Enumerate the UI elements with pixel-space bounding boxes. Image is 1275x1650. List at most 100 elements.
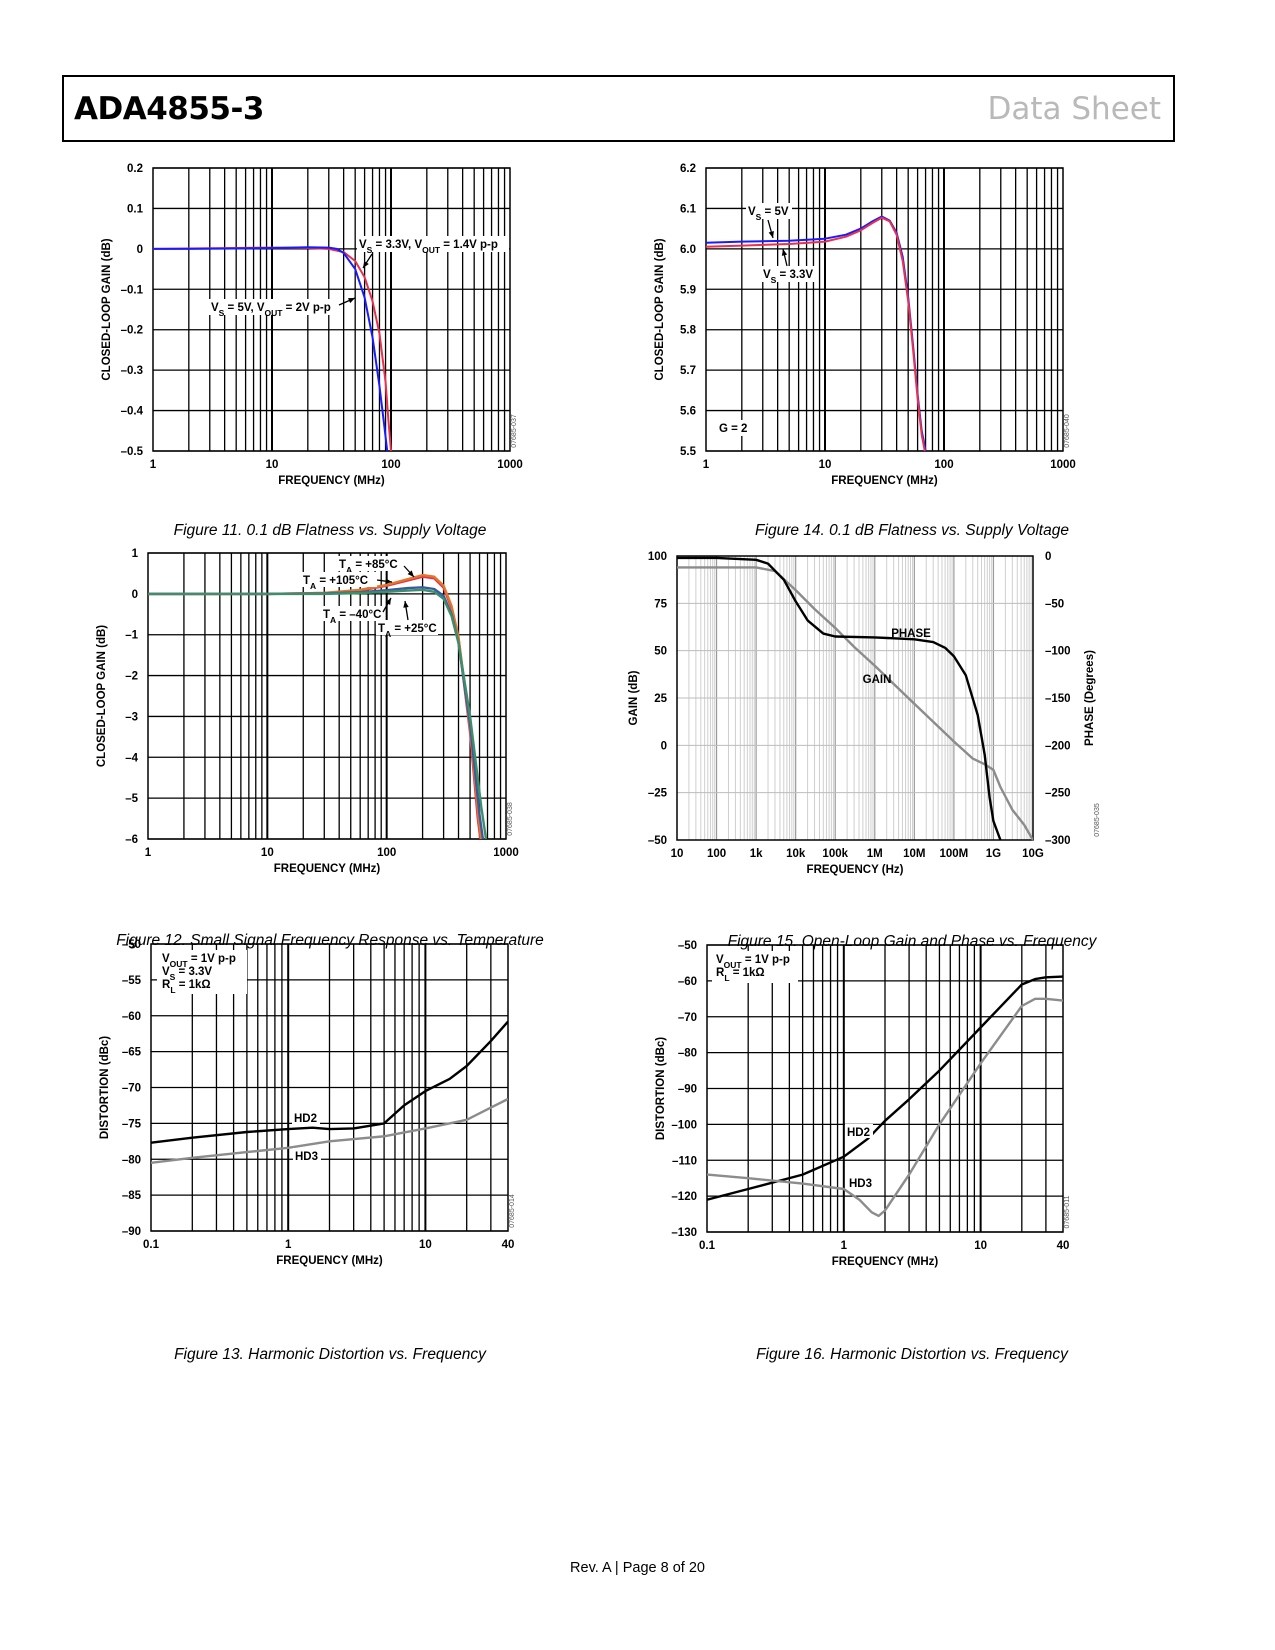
y-tick-label: –50	[648, 835, 667, 847]
x-tick-label: 1	[285, 1239, 292, 1251]
x-tick-label: 100	[707, 848, 726, 860]
x-tick-label: 1000	[497, 459, 523, 471]
chart-fig16: 0.1 1 10 40 –50 –60 –70 –80 –90 –100 –110 –120 –130 F…	[655, 940, 1071, 1268]
horizontal-gridlines	[151, 943, 508, 1232]
x-tick-label: 10M	[903, 848, 925, 860]
y-tick-label: –100	[671, 1119, 697, 1131]
annotation-bg	[847, 1175, 875, 1189]
series-line-vs-3-3v	[706, 216, 926, 452]
x-tick-label: 10	[671, 848, 684, 860]
y-tick-label: –1	[125, 630, 138, 642]
y-tick-label: –0.2	[121, 325, 143, 337]
x-axis-title: FREQUENCY (MHz)	[274, 863, 381, 875]
series-line-vs-5v	[706, 215, 927, 452]
annotation-bg	[292, 1110, 320, 1124]
y-tick-label: –80	[678, 1048, 697, 1060]
x-tick-label: 100k	[822, 848, 848, 860]
annotation-vout: VOUT = 1V p-p	[162, 953, 236, 969]
annotation-arrowhead	[781, 249, 788, 256]
annotation-hd2: HD2	[294, 1113, 317, 1125]
caption-fig11: Figure 11. 0.1 dB Flatness vs. Supply Vo…	[173, 522, 487, 539]
annotation-vs5: VS = 5V	[748, 206, 789, 222]
y-tick-label: –6	[125, 834, 138, 846]
annotation-ta-40: TA = –40°C	[323, 609, 381, 625]
chart-fig11: 1 10 100 1000 0.2 0.1 0 –0.1 –0.2 –0.3 –0.4 –0.5 FRE…	[101, 163, 523, 487]
plot-frame	[705, 167, 1064, 452]
x-axis-title: FREQUENCY (MHz)	[276, 1255, 383, 1267]
y2-axis-title: PHASE (Degrees)	[1084, 650, 1096, 746]
y-axis-title: DISTORTION (dBc)	[655, 1037, 667, 1140]
plot-frame	[147, 552, 507, 840]
y2-tick-label: –200	[1045, 740, 1071, 752]
annotation-vs33: VS = 3.3V	[763, 269, 813, 285]
y-tick-label: 6.0	[680, 244, 696, 256]
annotation-bg	[845, 1124, 873, 1138]
y-tick-label: –85	[122, 1190, 142, 1202]
annotation-ta25: TA = +25°C	[378, 623, 437, 639]
y2-tick-label: 0	[1045, 551, 1051, 563]
series-line-hd3	[707, 997, 1063, 1218]
annotation-rl: RL = 1kΩ	[162, 979, 211, 995]
x-tick-label: 100M	[939, 848, 968, 860]
annotation-bg	[357, 236, 509, 252]
y-tick-label: –4	[125, 752, 138, 764]
annotation-arrowhead	[385, 578, 392, 584]
annotation-arrowhead	[348, 298, 355, 304]
annotation-arrowhead	[403, 601, 409, 608]
x-tick-label: 0.1	[699, 1240, 716, 1252]
y-tick-label: 5.8	[680, 325, 697, 337]
x-tick-label: 1	[703, 459, 710, 471]
y-tick-label: –60	[678, 976, 697, 988]
y-tick-label: –25	[648, 788, 668, 800]
x-tick-label: 10	[819, 459, 832, 471]
x-tick-label: 10	[266, 459, 279, 471]
y-tick-label: 25	[654, 693, 667, 705]
annotation-rl: RL = 1kΩ	[716, 967, 765, 983]
page-footer: Rev. A | Page 8 of 20	[570, 1560, 705, 1576]
annotation-hd3: HD3	[849, 1178, 872, 1190]
x-tick-label: 1	[841, 1240, 848, 1252]
x-axis-title: FREQUENCY (Hz)	[807, 864, 904, 876]
y-tick-label: –50	[122, 939, 141, 951]
x-tick-label: 100	[381, 459, 400, 471]
series-line-ta-40-c	[148, 588, 488, 840]
figure-code: 07685-014	[509, 1194, 516, 1228]
y-tick-label: –0.1	[121, 284, 144, 296]
figure-code: 07685-011	[1064, 1195, 1071, 1228]
caption-fig14: Figure 14. 0.1 dB Flatness vs. Supply Vo…	[755, 522, 1069, 539]
vertical-gridlines	[183, 553, 502, 839]
series-line-hd2	[707, 975, 1063, 1201]
annotation-bg	[209, 299, 339, 315]
horizontal-gridlines	[148, 552, 506, 840]
y-tick-label: –110	[672, 1155, 697, 1167]
y-tick-label: 6.1	[680, 203, 697, 215]
annotation-gain-2: G = 2	[719, 423, 747, 435]
figure-code: 07685-037	[511, 414, 518, 448]
chart-fig15: 10 100 1k 10k 100k 1M 10M 100M 1G 10G 100 75 50 25 0 –2…	[628, 551, 1101, 876]
series-line-ta-85-c	[148, 575, 482, 840]
y-tick-label: –50	[678, 940, 697, 952]
x-tick-label: 1	[145, 847, 152, 859]
series-line-hd3	[151, 1097, 508, 1164]
part-number: ADA4855-3	[74, 91, 264, 127]
y2-tick-label: –150	[1045, 693, 1071, 705]
page-header: ADA4855-3 Data Sheet	[62, 75, 1175, 142]
y-tick-label: –75	[122, 1118, 142, 1130]
y-axis-title: DISTORTION (dBc)	[99, 1036, 111, 1139]
x-tick-label: 40	[1057, 1240, 1070, 1252]
x-tick-label: 100	[377, 847, 396, 859]
figure-code: 07685-040	[1064, 414, 1071, 448]
series-line-hd2	[151, 1020, 508, 1144]
annotation-ta105: TA = +105°C	[303, 575, 368, 591]
annotation-bg	[746, 203, 792, 219]
y-axis-title: GAIN (dB)	[628, 670, 640, 725]
caption-fig12: Figure 12. Small Signal Frequency Respon…	[116, 932, 544, 949]
x-tick-label: 1k	[750, 848, 763, 860]
y-tick-label: –3	[125, 711, 138, 723]
annotation-vs33: VS = 3.3V, VOUT = 1.4V p-p	[359, 239, 498, 255]
x-tick-label: 1G	[986, 848, 1001, 860]
caption-fig15: Figure 15. Open-Loop Gain and Phase vs. …	[727, 933, 1097, 950]
y-tick-label: 50	[654, 646, 667, 658]
x-tick-label: 0.1	[143, 1239, 160, 1251]
